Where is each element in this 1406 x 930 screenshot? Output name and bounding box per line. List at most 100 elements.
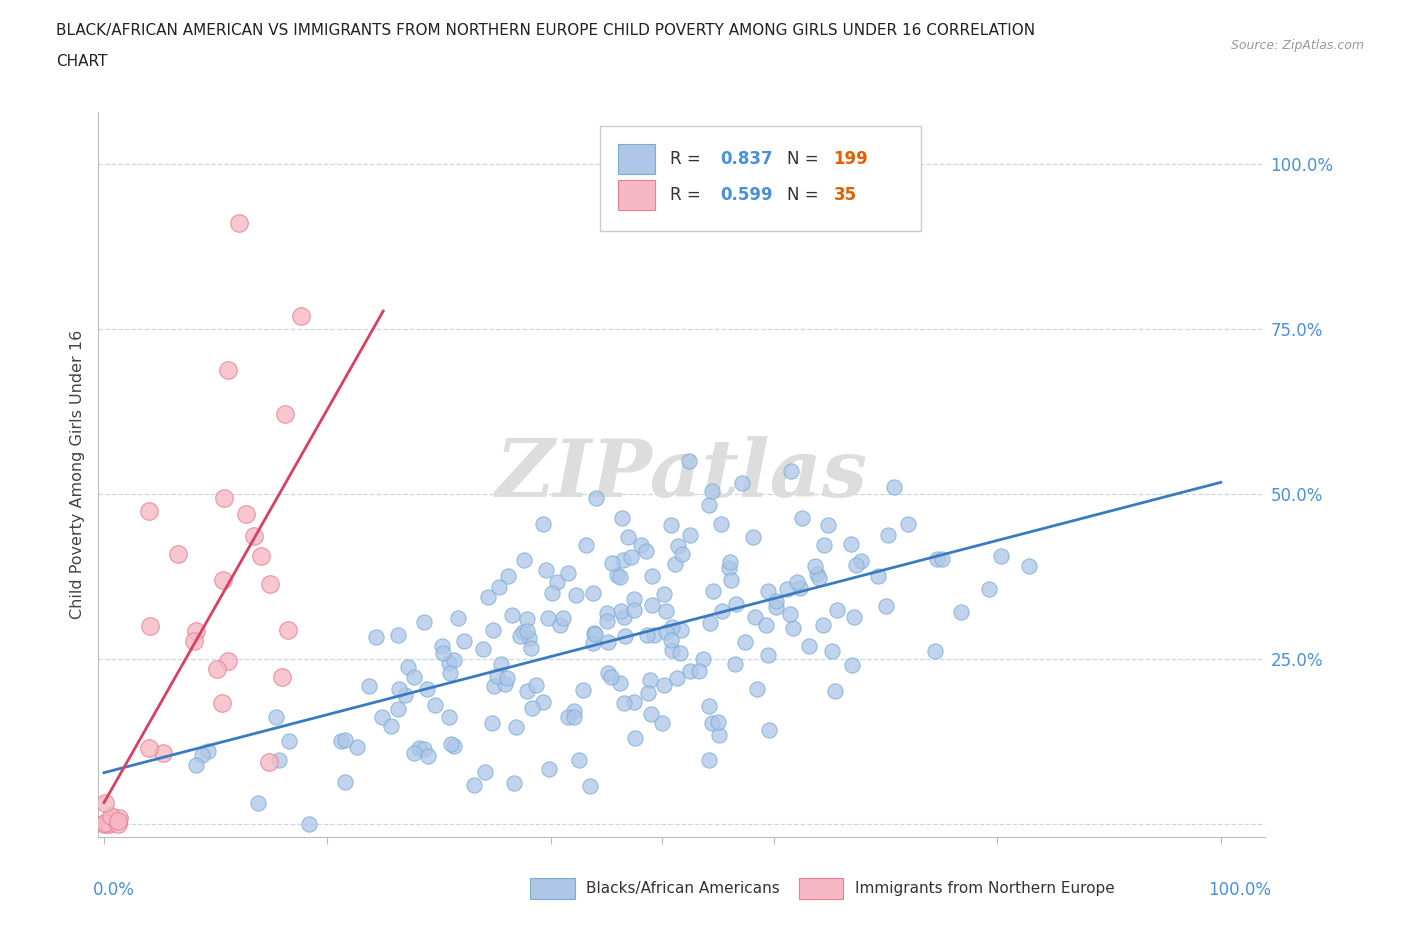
Point [274, 406, 297, 421]
Point [546, 575, 568, 590]
Point [277, 623, 299, 638]
Text: Blacks/African Americans: Blacks/African Americans [586, 881, 780, 896]
Point [661, 619, 683, 634]
Text: BLACK/AFRICAN AMERICAN VS IMMIGRANTS FROM NORTHERN EUROPE CHILD POVERTY AMONG GI: BLACK/AFRICAN AMERICAN VS IMMIGRANTS FRO… [56, 23, 1035, 38]
Point [707, 727, 730, 742]
Point [643, 628, 665, 643]
Point [792, 511, 814, 525]
Point [598, 634, 620, 649]
Point [651, 716, 673, 731]
Point [636, 628, 658, 643]
Point [524, 678, 547, 693]
Point [562, 710, 585, 724]
Point [138, 740, 160, 755]
Point [841, 658, 863, 672]
Point [623, 591, 645, 606]
Point [100, 810, 122, 825]
Text: 0.599: 0.599 [720, 186, 773, 204]
Point [184, 624, 207, 639]
Point [380, 719, 402, 734]
Text: Source: ZipAtlas.com: Source: ZipAtlas.com [1230, 39, 1364, 52]
Point [755, 618, 778, 632]
Point [636, 543, 658, 558]
Point [138, 503, 160, 518]
Point [96, 816, 118, 830]
Point [211, 573, 233, 588]
Point [811, 618, 834, 632]
Point [94, 796, 117, 811]
Point [437, 655, 460, 670]
Point [489, 657, 512, 671]
Point [536, 563, 558, 578]
Point [271, 670, 294, 684]
Y-axis label: Child Poverty Among Girls Under 16: Child Poverty Among Girls Under 16 [69, 329, 84, 619]
Point [404, 670, 426, 684]
Point [779, 463, 801, 478]
Point [246, 795, 269, 810]
Point [664, 557, 686, 572]
Point [640, 706, 662, 721]
FancyBboxPatch shape [617, 143, 655, 174]
Point [482, 679, 505, 694]
Point [432, 645, 454, 660]
Point [551, 611, 574, 626]
Point [443, 653, 465, 668]
Point [557, 565, 579, 580]
Point [205, 661, 228, 676]
Point [665, 671, 688, 685]
Point [152, 745, 174, 760]
Point [596, 613, 619, 628]
Point [849, 553, 872, 568]
Point [598, 666, 620, 681]
Point [606, 567, 628, 582]
Point [652, 678, 675, 693]
Point [335, 774, 357, 789]
Point [228, 215, 250, 230]
Point [474, 764, 496, 779]
Point [183, 634, 205, 649]
Point [655, 624, 678, 639]
Point [797, 639, 820, 654]
Point [609, 675, 631, 690]
Point [699, 616, 721, 631]
Point [191, 748, 214, 763]
Point [496, 671, 519, 685]
Point [623, 603, 645, 618]
Point [408, 741, 430, 756]
Point [447, 611, 470, 626]
Point [813, 538, 835, 552]
Point [582, 626, 605, 641]
Point [758, 647, 780, 662]
Point [575, 538, 598, 552]
Point [612, 552, 634, 567]
FancyBboxPatch shape [617, 179, 655, 210]
Point [416, 682, 439, 697]
Point [979, 582, 1001, 597]
FancyBboxPatch shape [600, 126, 921, 232]
Point [472, 642, 495, 657]
Point [531, 516, 554, 531]
Point [346, 739, 368, 754]
Point [335, 733, 357, 748]
Text: 199: 199 [834, 150, 869, 167]
Point [257, 754, 280, 769]
Point [779, 606, 801, 621]
Point [875, 599, 897, 614]
Point [453, 633, 475, 648]
Point [509, 629, 531, 644]
FancyBboxPatch shape [530, 878, 575, 899]
Point [550, 618, 572, 632]
Point [217, 363, 239, 378]
Point [235, 506, 257, 521]
Point [724, 657, 747, 671]
Point [357, 679, 380, 694]
Point [925, 551, 948, 566]
Point [821, 644, 844, 658]
Point [243, 528, 266, 543]
Point [197, 743, 219, 758]
Point [217, 654, 239, 669]
Point [744, 609, 766, 624]
Point [711, 604, 734, 618]
Point [700, 715, 723, 730]
Point [842, 610, 865, 625]
